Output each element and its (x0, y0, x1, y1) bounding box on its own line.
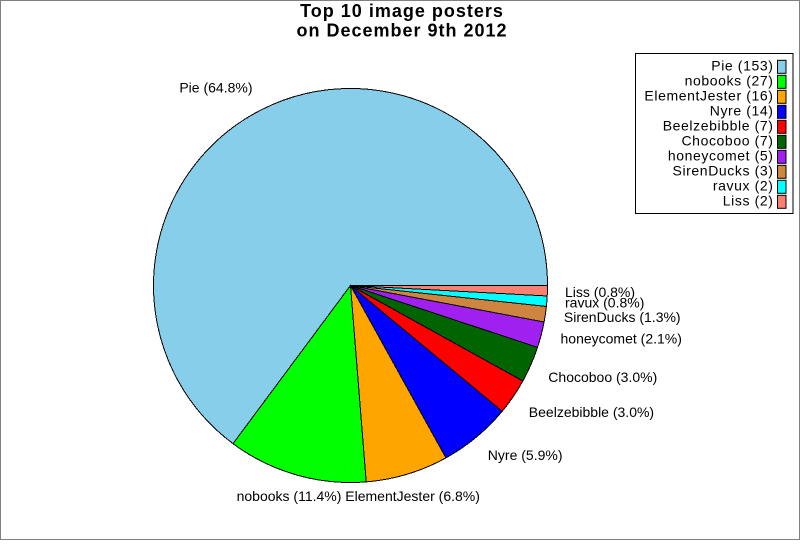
svg-text:Pie (153): Pie (153) (711, 58, 773, 74)
svg-text:honeycomet (2.1%): honeycomet (2.1%) (561, 330, 682, 346)
svg-text:Beelzebibble (3.0%): Beelzebibble (3.0%) (529, 404, 654, 420)
svg-text:SirenDucks (3): SirenDucks (3) (673, 163, 774, 179)
svg-text:Liss (2): Liss (2) (723, 193, 774, 209)
svg-text:ElementJester (6.8%): ElementJester (6.8%) (345, 488, 480, 504)
svg-text:Liss (0.8%): Liss (0.8%) (565, 284, 635, 300)
svg-text:nobooks (27): nobooks (27) (685, 73, 774, 89)
svg-text:ElementJester (16): ElementJester (16) (644, 88, 773, 104)
svg-text:ravux (0.8%): ravux (0.8%) (565, 294, 644, 310)
svg-text:Top 10 image posters: Top 10 image posters (300, 1, 504, 21)
svg-text:honeycomet (5): honeycomet (5) (668, 148, 774, 164)
svg-text:Nyre (14): Nyre (14) (710, 103, 774, 119)
svg-text:on December 9th 2012: on December 9th 2012 (296, 21, 507, 41)
svg-text:Chocoboo (3.0%): Chocoboo (3.0%) (548, 369, 657, 385)
svg-text:Chocoboo (7): Chocoboo (7) (681, 133, 773, 149)
svg-text:ravux (2): ravux (2) (713, 178, 774, 194)
svg-text:nobooks (11.4%): nobooks (11.4%) (237, 488, 342, 504)
svg-text:SirenDucks (1.3%): SirenDucks (1.3%) (564, 309, 681, 325)
svg-text:Pie (64.8%): Pie (64.8%) (179, 79, 252, 95)
svg-text:Beelzebibble (7): Beelzebibble (7) (663, 118, 774, 134)
svg-text:Nyre (5.9%): Nyre (5.9%) (488, 447, 563, 463)
